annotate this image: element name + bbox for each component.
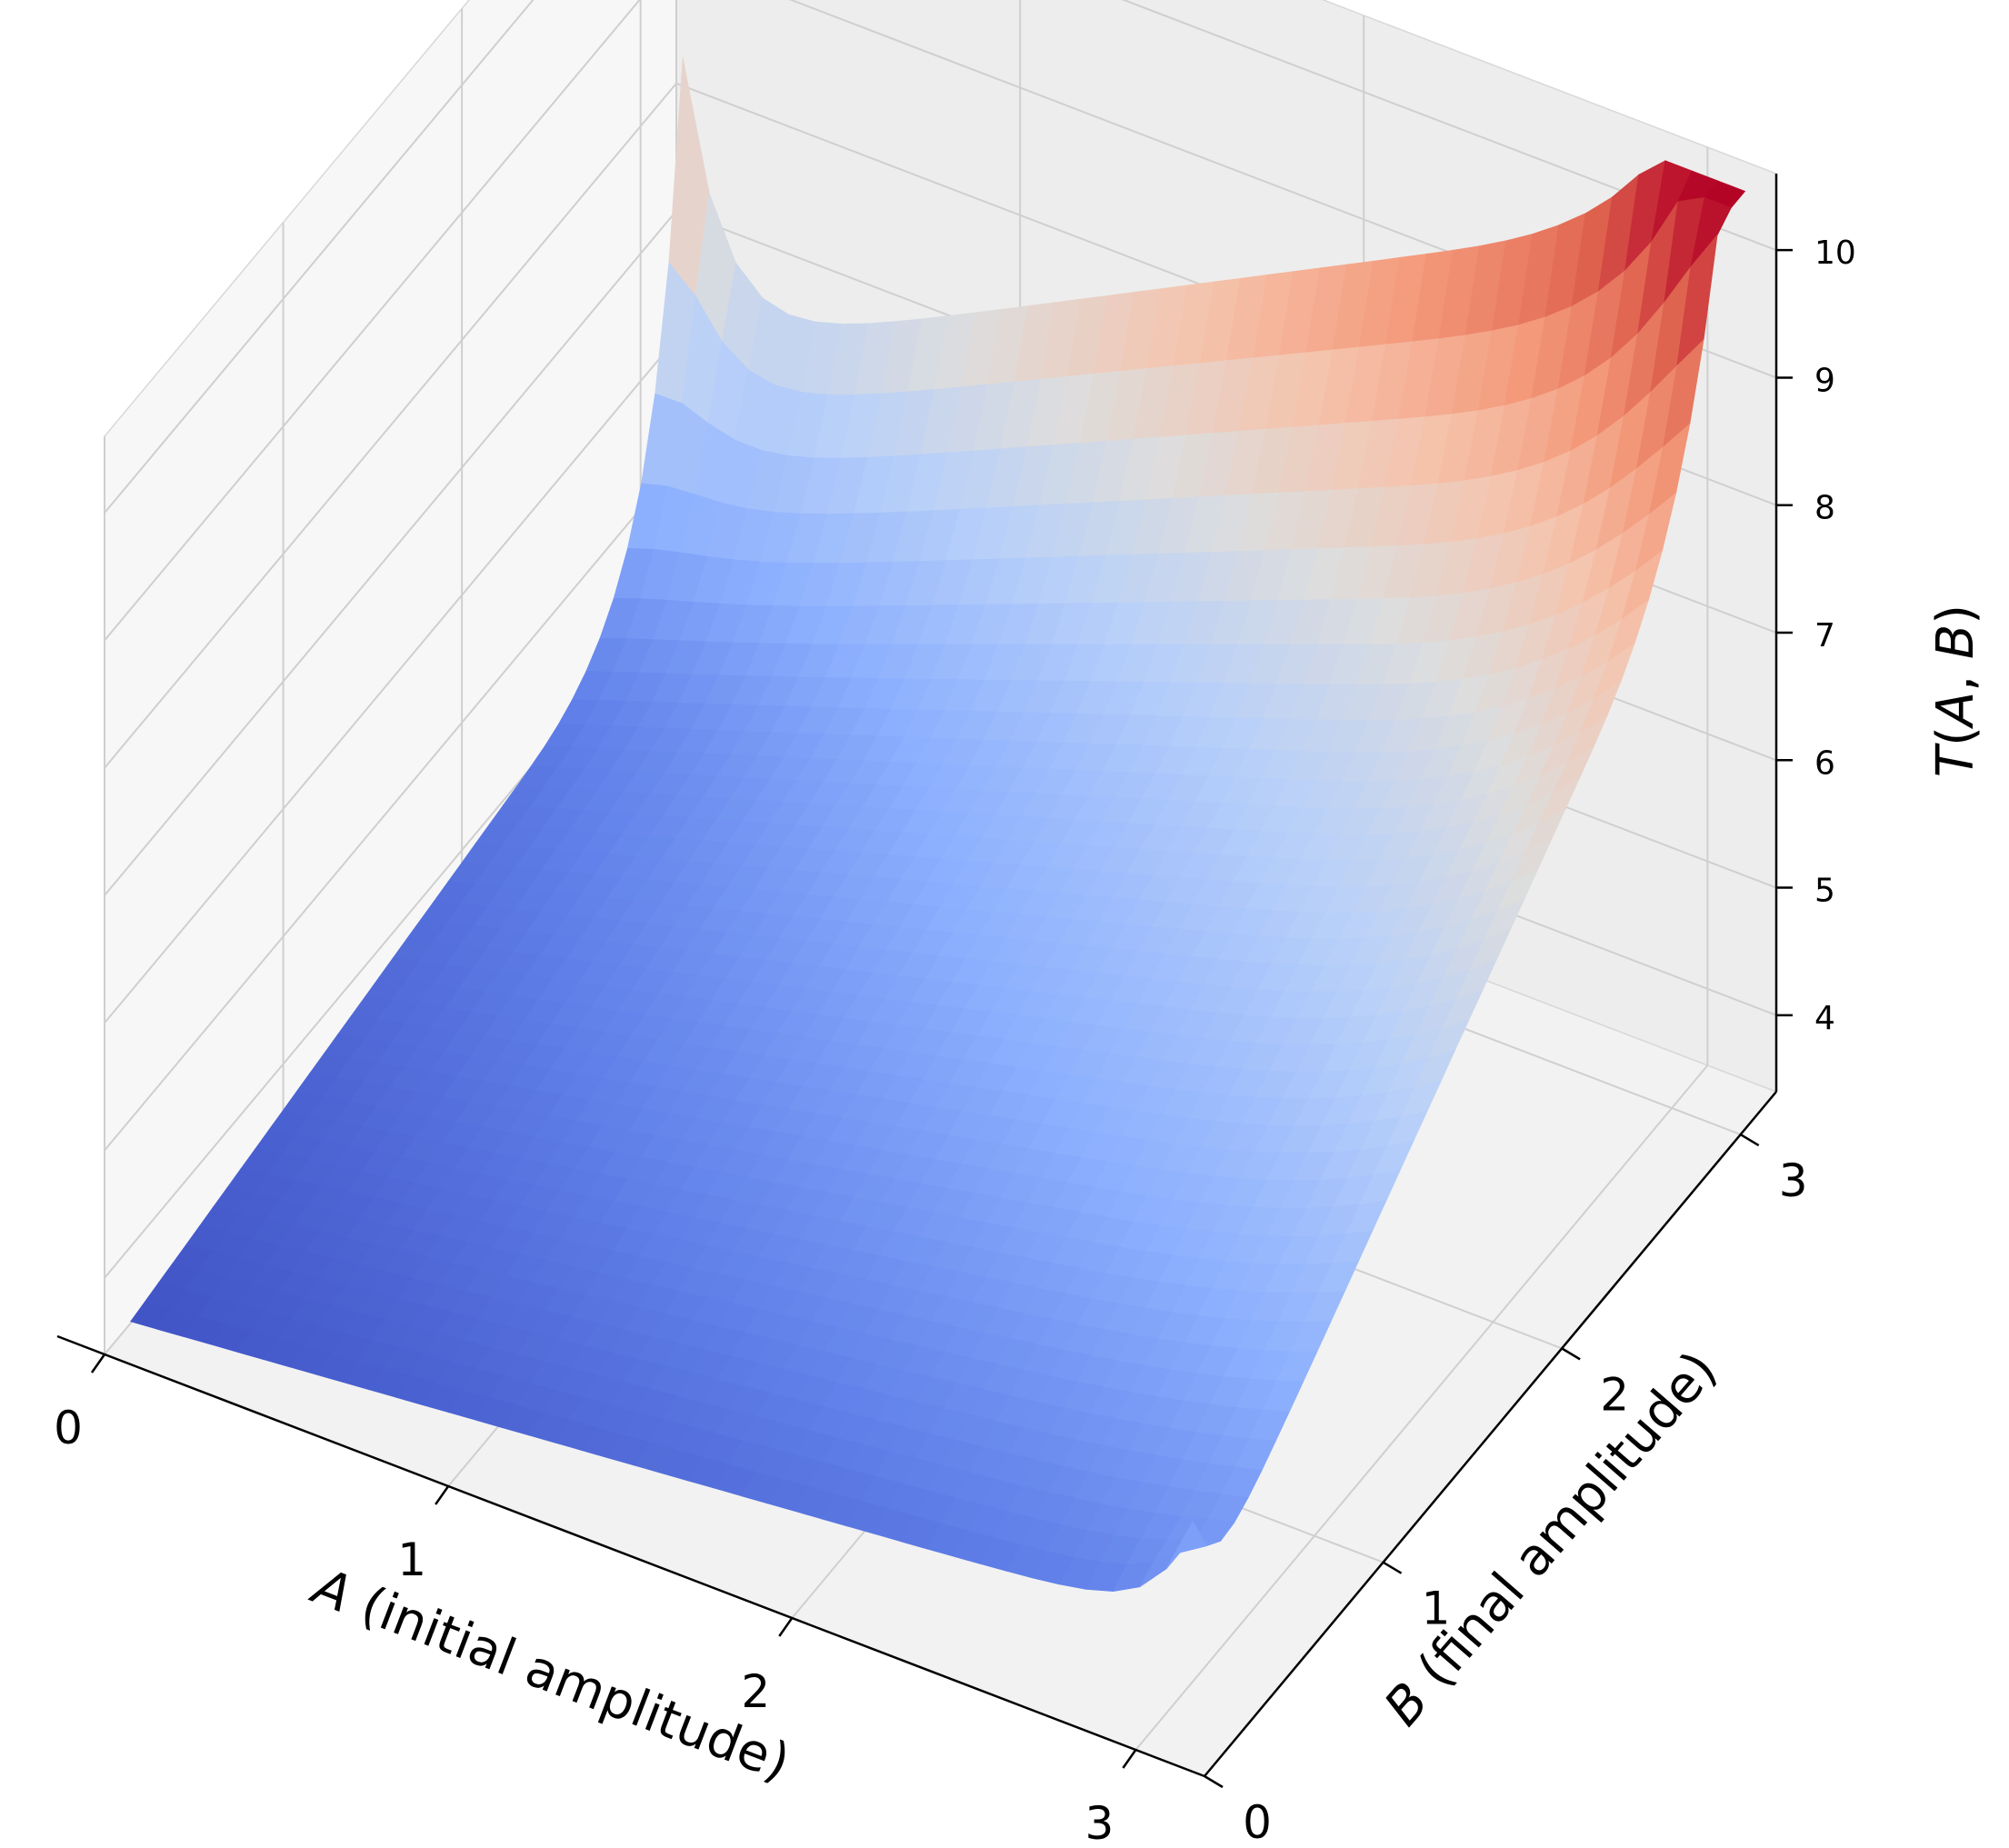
x-tick-mark (90, 1354, 106, 1374)
y-tick-label: 0 (1243, 1796, 1272, 1848)
z-tick-label: 5 (1814, 873, 1835, 910)
x-tick-label: 3 (1084, 1797, 1114, 1848)
surface (130, 57, 1746, 1593)
grid-line-z (104, 337, 677, 1024)
surface-patch (1165, 1520, 1207, 1570)
x-tick-mark (778, 1617, 794, 1637)
z-tick-label: 9 (1814, 362, 1835, 399)
grid-line-x (1134, 1064, 1709, 1751)
grid-line-z (104, 464, 677, 1152)
y-tick-mark (1204, 1774, 1224, 1789)
y-tick-mark (1382, 1561, 1403, 1574)
z-tick-label: 6 (1814, 744, 1835, 782)
z-tick-label: 8 (1814, 490, 1835, 527)
z-axis-title: T(A, B) (1926, 604, 1985, 777)
x-tick-label: 0 (54, 1402, 83, 1454)
x-tick-label: 2 (741, 1665, 770, 1718)
y-tick-label: 2 (1600, 1368, 1629, 1421)
z-tick-label: 4 (1814, 1000, 1835, 1037)
z-tick-label: 7 (1814, 617, 1835, 654)
grid-line-z (1121, 0, 1777, 252)
y-tick-label: 1 (1422, 1583, 1451, 1635)
x-tick-mark (435, 1485, 450, 1505)
grid-line-z (104, 210, 677, 896)
tick-marks (90, 248, 1793, 1789)
grid-line-z (104, 83, 677, 769)
z-tick-label: 10 (1814, 235, 1856, 272)
x-tick-mark (1122, 1749, 1137, 1769)
y-tick-label: 3 (1779, 1154, 1808, 1207)
y-axis-line (1204, 1091, 1777, 1777)
x-axis-line (56, 1334, 1205, 1778)
x-tick-label: 1 (397, 1533, 426, 1586)
y-tick-mark (1740, 1133, 1760, 1147)
y-tick-mark (1561, 1347, 1581, 1361)
grid-line-z (104, 0, 535, 514)
grid-line-z (104, 0, 641, 642)
